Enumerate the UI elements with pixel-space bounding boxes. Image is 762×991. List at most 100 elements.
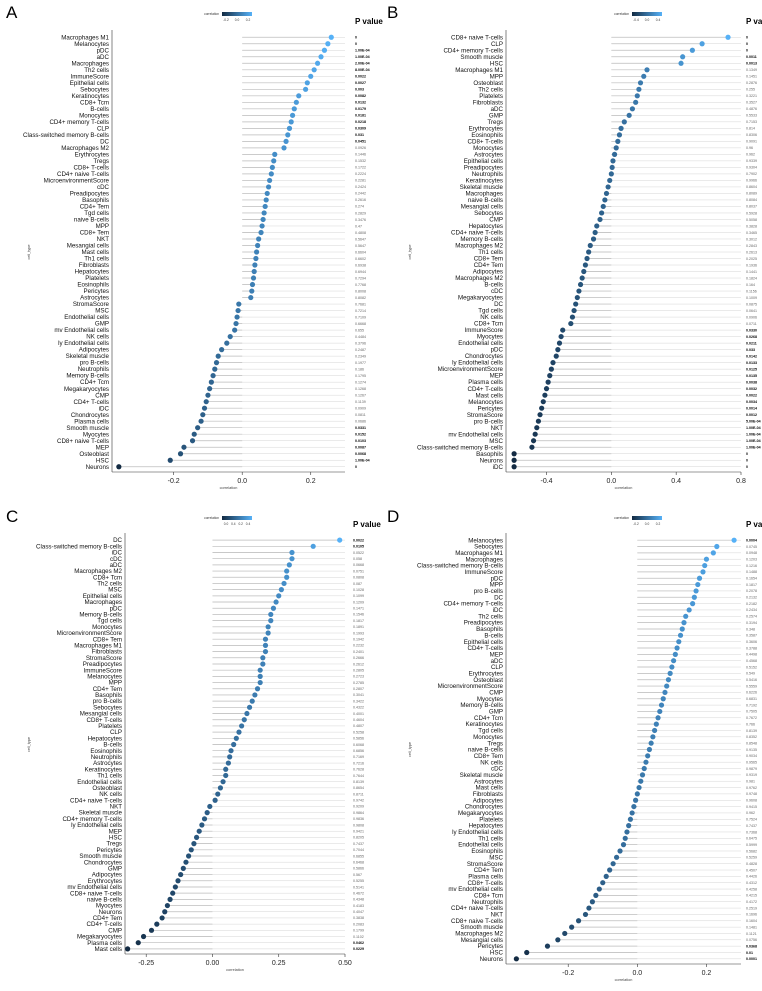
panel-letter: B [387, 3, 398, 22]
lollipop-point [582, 911, 589, 918]
cell-type-label: Memory B-cells [460, 236, 503, 243]
p-value-label: 0.0181 [355, 114, 366, 118]
p-value-label: 0.5141 [353, 885, 364, 889]
p-value-label: 0.1268 [355, 387, 366, 391]
cell-type-label: Pericytes [97, 847, 122, 854]
lollipop-point [148, 927, 155, 933]
p-value-label: 0.0330 [746, 328, 757, 332]
cell-type-label: CD4+ memory T-cells [443, 47, 503, 54]
lollipop-point [620, 842, 627, 848]
cell-type-label: mv Endothelial cells [448, 431, 503, 438]
cell-type-label: Neutrophils [91, 754, 122, 761]
lollipop-point [262, 636, 269, 642]
p-value-label: 0.087 [353, 582, 362, 586]
lollipop-point [587, 242, 593, 249]
p-value-label: 0.1696 [746, 913, 757, 917]
cell-type-label: Macrophages M1 [455, 67, 503, 74]
cell-type-label: CD4+ memory T-cells [49, 119, 109, 126]
p-value-label: 0.9565 [746, 760, 757, 764]
cell-type-label: pDC [110, 605, 123, 612]
p-value-label: 0.0013 [746, 62, 757, 66]
p-value-label: 0.3041 [353, 693, 364, 697]
cell-type-label: Keratinocytes [466, 721, 504, 728]
lollipop-point [613, 145, 619, 151]
lollipop-point [271, 158, 277, 164]
cell-type-label: CD4+ Tem [80, 204, 109, 211]
p-value-label: 0.1446 [355, 153, 366, 157]
cell-type-label: Myocytes [477, 696, 503, 703]
legend-colorbar [222, 12, 252, 16]
cell-type-label: Megakaryocytes [458, 295, 503, 302]
p-value-label: 0.8548 [746, 741, 757, 745]
cell-type-label: Melanocytes [74, 41, 109, 48]
lollipop-point [568, 320, 574, 327]
panel-b: B P value correlation -0.4 0.0 0.4 CD8+ naive … [387, 3, 762, 490]
lollipop-point [236, 301, 242, 307]
cell-type-label: Tgd cells [478, 308, 503, 315]
cell-type-label: iDC [493, 464, 504, 471]
p-value-label: 0.8352 [746, 735, 757, 739]
p-value-label: 0.8604 [746, 185, 757, 189]
cell-type-label: CLP [491, 41, 503, 48]
cell-type-label: pro B-cells [474, 588, 503, 595]
p-value-label: 0.2616 [355, 198, 366, 202]
lollipop-point [262, 642, 269, 648]
lollipop-point [203, 399, 209, 405]
x-tick-label: -0.2 [168, 478, 180, 485]
cell-type-label: NKT [97, 236, 110, 243]
cell-type-label: MSC [108, 587, 122, 594]
cell-type-label: MPP [490, 582, 503, 589]
p-value-label: 0.6604 [355, 250, 366, 254]
cell-type-label: Astrocytes [474, 778, 503, 785]
p-value-label: 0.1471 [353, 607, 364, 611]
cell-type-label: CD4+ T-cells [468, 386, 503, 393]
p-value-label: 0.549 [746, 672, 755, 676]
lollipop-point [207, 803, 213, 810]
p-value-label: 0.4604 [353, 718, 364, 722]
x-tick-label: -0.4 [540, 478, 552, 485]
p-value-label: 0.96 [746, 146, 753, 150]
lollipop-point [253, 255, 259, 262]
p-value-label: 0.1274 [355, 380, 366, 384]
cell-type-label: DC [494, 594, 503, 601]
cell-type-label: Macrophages [72, 60, 110, 67]
lollipop-point [603, 873, 609, 879]
lollipop-point [556, 340, 563, 346]
p-value-label: 0.0103 [355, 439, 366, 443]
cell-type-label: Skeletal muscle [66, 353, 110, 360]
legend-title: correlation [204, 516, 219, 520]
legend-tick-label: 0.4 [656, 18, 661, 22]
p-value-label: 0.0686 [355, 419, 366, 423]
lollipop-point [233, 320, 239, 327]
lollipop-point [293, 99, 299, 105]
cell-type-label: CD8+ Tcm [474, 892, 503, 899]
p-value-label: 0.0082 [355, 94, 366, 98]
lollipop-point [646, 746, 653, 753]
lollipop-point [539, 405, 545, 411]
lollipop-point [250, 275, 257, 281]
cell-type-label: DC [494, 301, 503, 308]
p-value-label: 0.0451 [355, 140, 366, 144]
lollipop-point [658, 702, 665, 708]
lollipop-point [511, 464, 517, 470]
cell-type-label: Megakaryocytes [64, 386, 109, 393]
cell-type-label: Macrophages [466, 556, 504, 563]
p-value-label: 0.4807 [353, 724, 364, 728]
cell-type-label: Epithelial cells [70, 80, 109, 87]
lollipop-point [220, 779, 226, 785]
lollipop-point [696, 575, 703, 581]
lollipop-point [618, 125, 624, 131]
p-value-label: 0.1481 [746, 925, 757, 929]
cell-type-label: B-cells [90, 106, 109, 113]
p-value-label: 0.8654 [353, 786, 364, 790]
cell-type-label: Class-switched memory B-cells [23, 132, 109, 139]
lollipop-point [314, 60, 321, 66]
cell-type-label: CMP [489, 690, 503, 697]
p-value-header: P value [355, 17, 383, 26]
lollipop-point [257, 667, 263, 673]
cell-type-label: Myocytes [96, 903, 122, 910]
panel-letter: A [6, 3, 18, 22]
p-value-label: 0.0004 [746, 538, 757, 542]
lollipop-point [678, 60, 684, 66]
p-value-label: 0.1267 [355, 393, 366, 397]
